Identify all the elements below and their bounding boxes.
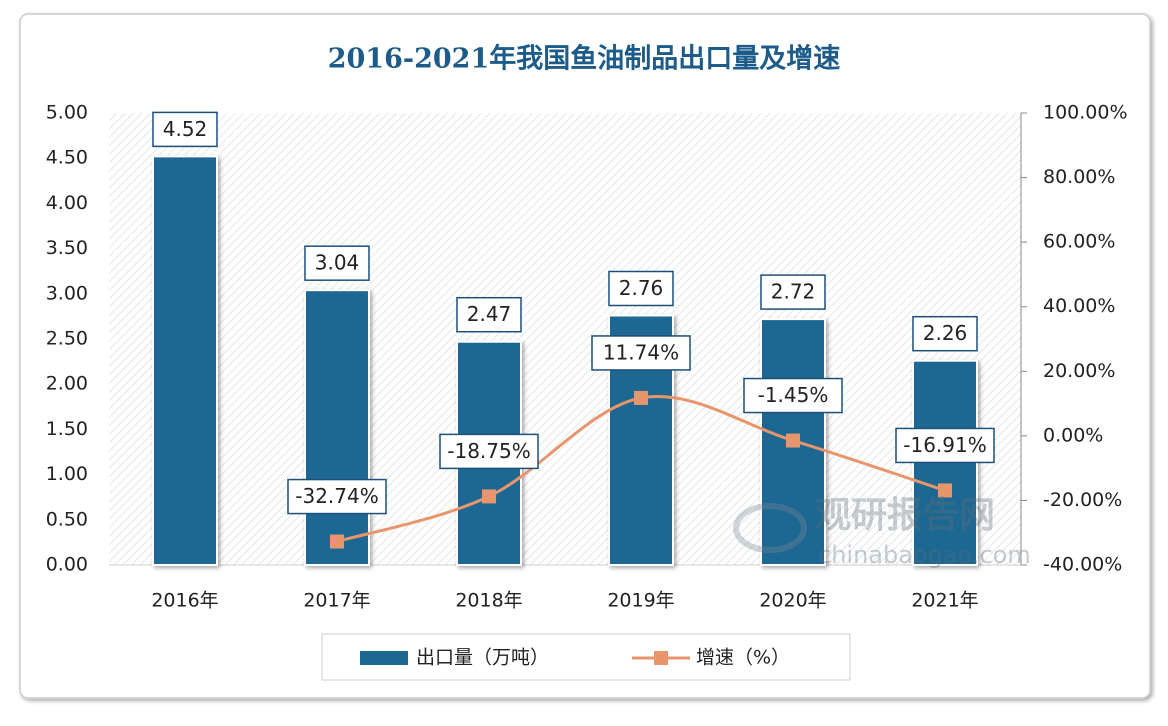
y2-tick-label: 60.00% xyxy=(1043,231,1115,253)
legend-marker xyxy=(654,651,668,665)
x-tick-label: 2017年 xyxy=(303,590,370,612)
y2-tick-label: 100.00% xyxy=(1043,102,1128,124)
marker xyxy=(786,433,800,448)
x-tick-label: 2020年 xyxy=(759,590,826,612)
y-tick-label: 1.50 xyxy=(46,418,88,440)
y2-tick-label: 0.00% xyxy=(1043,424,1103,446)
data-label-box xyxy=(456,296,522,333)
y2-tick-label: 20.00% xyxy=(1043,360,1115,382)
legend-label: 出口量（万吨） xyxy=(416,647,549,669)
data-label-box xyxy=(608,270,674,307)
x-tick-label: 2018年 xyxy=(455,590,522,612)
bar xyxy=(152,155,218,566)
data-label: -32.74% xyxy=(295,484,378,508)
data-label: -18.75% xyxy=(447,439,530,463)
data-label: 2.76 xyxy=(619,276,664,300)
marker xyxy=(938,483,952,498)
y-tick-label: 1.00 xyxy=(46,463,88,485)
legend xyxy=(321,633,851,681)
data-label: 2.26 xyxy=(923,321,968,345)
y-tick-label: 5.00 xyxy=(46,102,88,124)
data-label-box xyxy=(760,274,826,310)
y-tick-label: 3.00 xyxy=(46,282,88,304)
data-label: 4.52 xyxy=(163,117,208,141)
y2-tick-label: -40.00% xyxy=(1043,554,1122,576)
x-tick-label: 2019年 xyxy=(607,590,674,612)
y-tick-label: 2.50 xyxy=(46,328,88,350)
x-tick-label: 2016年 xyxy=(151,590,218,612)
data-label-box xyxy=(439,433,539,470)
y-tick-label: 4.50 xyxy=(46,147,88,169)
data-label: 2.72 xyxy=(771,280,816,304)
data-label-box xyxy=(743,377,843,414)
legend-swatch xyxy=(360,651,408,665)
data-label-box xyxy=(591,335,691,371)
data-label-box xyxy=(287,478,387,515)
plot-area xyxy=(109,113,1021,565)
data-label-box xyxy=(912,315,978,352)
data-label: 3.04 xyxy=(315,251,360,275)
y-tick-label: 3.50 xyxy=(46,237,88,259)
chart-title: 2016-2021年我国鱼油制品出口量及增速 xyxy=(328,43,841,75)
data-label: 2.47 xyxy=(467,302,512,326)
watermark-url: chinabaogao.com xyxy=(818,541,1031,569)
y2-tick-label: 80.00% xyxy=(1043,166,1115,188)
marker xyxy=(634,390,648,405)
data-label-box xyxy=(304,245,370,281)
marker xyxy=(330,534,344,549)
bar xyxy=(304,289,370,566)
watermark-name: 观研报告网 xyxy=(815,495,995,536)
data-label: 11.74% xyxy=(603,340,679,364)
data-label-box xyxy=(152,111,218,148)
y-tick-label: 0.50 xyxy=(46,508,88,530)
watermark: 观研报告网 chinabaogao.com xyxy=(733,495,1031,569)
y-tick-label: 2.00 xyxy=(46,373,88,395)
x-tick-label: 2021年 xyxy=(911,590,978,612)
data-label: -16.91% xyxy=(903,433,986,457)
data-label-box xyxy=(895,427,995,464)
y2-tick-label: -20.00% xyxy=(1043,489,1122,511)
y2-tick-label: 40.00% xyxy=(1043,295,1115,317)
y-tick-label: 4.00 xyxy=(46,192,88,214)
marker xyxy=(482,489,496,504)
watermark-logo xyxy=(733,503,807,553)
y-tick-label: 0.00 xyxy=(46,554,88,576)
legend-label: 增速（%） xyxy=(696,647,790,669)
data-label: -1.45% xyxy=(758,383,829,407)
